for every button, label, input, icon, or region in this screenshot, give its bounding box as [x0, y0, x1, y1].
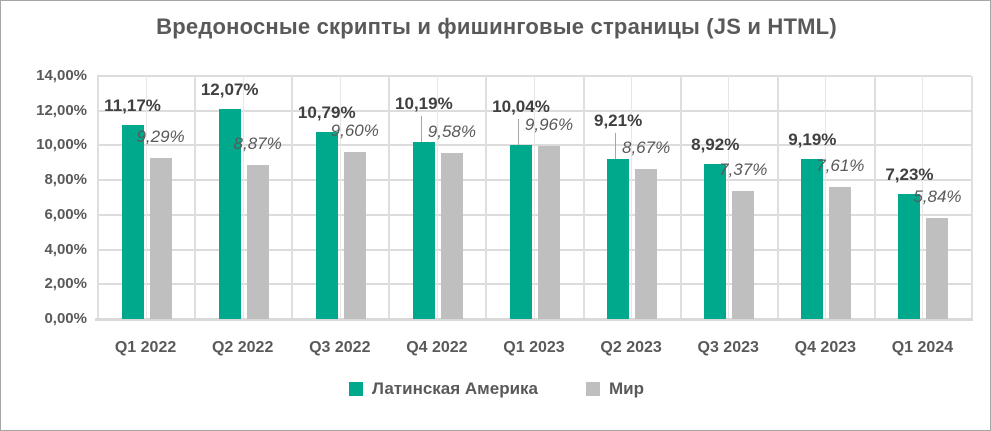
y-axis-tick-label: 14,00% [36, 67, 87, 84]
chart-title: Вредоносные скрипты и фишинговые страниц… [156, 14, 837, 39]
vertical-gridline [873, 76, 876, 319]
bar-world [926, 217, 949, 319]
data-label-latin-america: 12,07% [200, 80, 259, 100]
y-axis-tick-label: 2,00% [44, 275, 87, 293]
data-label-world: 9,60% [330, 121, 379, 141]
bar-world [635, 168, 658, 319]
y-axis-tick-label: 4,00% [44, 240, 87, 258]
bar-world [538, 146, 560, 319]
vertical-gridline [339, 76, 341, 319]
bar-latin-america [898, 193, 921, 319]
legend-label: Латинская Америка [371, 379, 538, 398]
data-label-world: 5,84% [913, 186, 962, 206]
vertical-gridline [679, 76, 682, 319]
data-label-world: 8,87% [233, 134, 282, 154]
vertical-gridline [776, 76, 779, 319]
x-axis-line [95, 318, 973, 321]
y-axis-tick-label: 10,00% [36, 136, 87, 154]
bar-world [732, 191, 755, 319]
data-label-world: 8,67% [622, 137, 671, 157]
data-label-world: 9,29% [136, 126, 185, 146]
legend-label: Мир [609, 379, 644, 398]
x-axis-category-label: Q1 2024 [891, 339, 954, 356]
bar-world [149, 157, 172, 319]
vertical-gridline [485, 76, 488, 319]
y-axis-tick-label: 6,00% [44, 205, 87, 223]
data-label-leader-line [420, 116, 422, 143]
vertical-gridline [631, 76, 633, 319]
data-label-world: 9,96% [524, 115, 574, 135]
x-axis-category-label: Q3 2023 [697, 339, 759, 356]
bar-latin-america [218, 109, 241, 319]
vertical-gridline [388, 76, 391, 319]
vertical-gridline [534, 76, 535, 319]
bar-latin-america [607, 159, 630, 319]
y-axis-tick-label: 0,00% [44, 310, 87, 327]
bar-world [246, 165, 269, 319]
y-axis-tick-label: 8,00% [44, 171, 87, 189]
x-axis-category-label: Q4 2022 [406, 339, 468, 356]
data-label-leader-line [615, 133, 617, 160]
vertical-gridline [194, 76, 197, 319]
bar-world [343, 152, 366, 319]
vertical-gridline [582, 76, 585, 319]
x-axis-category-label: Q1 2022 [114, 339, 177, 356]
data-label-leader-line [518, 118, 519, 145]
data-label-world: 7,61% [816, 155, 865, 175]
data-label-latin-america: 10,79% [297, 102, 356, 122]
bar-latin-america [412, 142, 435, 319]
bar-latin-america [121, 125, 144, 319]
vertical-gridline [971, 76, 973, 319]
data-label-latin-america: 11,17% [104, 96, 161, 116]
bar-world [440, 152, 463, 319]
vertical-gridline [242, 76, 244, 319]
x-axis-category-label: Q1 2023 [503, 339, 565, 356]
x-axis-category-label: Q2 2023 [600, 339, 662, 356]
data-label-latin-america: 7,23% [885, 164, 934, 184]
vertical-gridline [728, 76, 730, 319]
y-axis-tick-label: 12,00% [36, 101, 87, 119]
vertical-gridline [145, 76, 147, 319]
legend: Латинская Америка Мир [1, 379, 990, 399]
vertical-gridline [825, 76, 827, 319]
bar-world [829, 186, 852, 319]
legend-item: Мир [586, 379, 644, 399]
bar-latin-america [315, 131, 338, 319]
bar-latin-america [704, 164, 727, 319]
legend-swatch-icon [586, 382, 600, 396]
data-label-latin-america: 8,92% [691, 135, 740, 155]
data-label-latin-america: 9,21% [594, 111, 643, 131]
x-axis-category-label: Q3 2022 [309, 339, 371, 356]
data-label-latin-america: 10,04% [492, 96, 550, 116]
vertical-gridline [291, 76, 294, 319]
legend-swatch-icon [348, 382, 363, 396]
data-label-world: 9,58% [427, 121, 476, 141]
vertical-gridline [922, 76, 924, 319]
bar-latin-america [801, 159, 824, 319]
x-axis-category-label: Q4 2023 [794, 339, 857, 356]
bar-latin-america [510, 144, 532, 319]
vertical-gridline [436, 76, 438, 319]
vertical-gridline [97, 76, 99, 319]
x-axis-category-label: Q2 2022 [211, 339, 274, 356]
data-label-latin-america: 10,19% [395, 94, 453, 114]
legend-item: Латинская Америка [348, 379, 538, 399]
data-label-world: 7,37% [719, 160, 768, 180]
data-label-latin-america: 9,19% [788, 130, 837, 150]
